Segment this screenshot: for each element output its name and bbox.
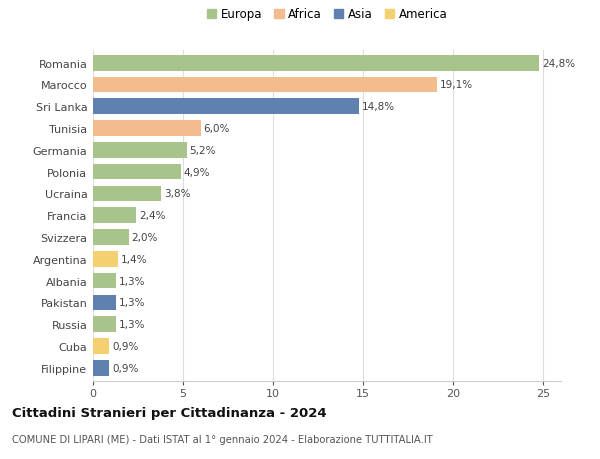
Bar <box>93 273 116 289</box>
Text: 1,3%: 1,3% <box>119 298 146 308</box>
Text: 0,9%: 0,9% <box>112 341 138 351</box>
Bar <box>93 317 116 332</box>
Bar <box>93 186 161 202</box>
Text: 6,0%: 6,0% <box>204 124 230 134</box>
Text: COMUNE DI LIPARI (ME) - Dati ISTAT al 1° gennaio 2024 - Elaborazione TUTTITALIA.: COMUNE DI LIPARI (ME) - Dati ISTAT al 1°… <box>12 434 433 444</box>
Bar <box>93 99 359 115</box>
Bar <box>93 121 201 137</box>
Legend: Europa, Africa, Asia, America: Europa, Africa, Asia, America <box>206 8 448 22</box>
Text: 2,0%: 2,0% <box>132 232 158 242</box>
Bar <box>93 252 118 267</box>
Bar <box>93 164 181 180</box>
Text: 3,8%: 3,8% <box>164 189 191 199</box>
Text: 1,3%: 1,3% <box>119 276 146 286</box>
Bar <box>93 143 187 158</box>
Text: 4,9%: 4,9% <box>184 167 211 177</box>
Text: 14,8%: 14,8% <box>362 102 395 112</box>
Bar <box>93 338 109 354</box>
Bar <box>93 208 136 224</box>
Text: 5,2%: 5,2% <box>190 146 216 156</box>
Bar <box>93 360 109 376</box>
Text: 1,3%: 1,3% <box>119 319 146 330</box>
Text: 24,8%: 24,8% <box>542 59 575 68</box>
Bar <box>93 56 539 71</box>
Bar <box>93 78 437 93</box>
Text: 2,4%: 2,4% <box>139 211 166 221</box>
Bar <box>93 230 129 245</box>
Text: 1,4%: 1,4% <box>121 254 148 264</box>
Bar <box>93 295 116 311</box>
Text: Cittadini Stranieri per Cittadinanza - 2024: Cittadini Stranieri per Cittadinanza - 2… <box>12 406 326 419</box>
Text: 0,9%: 0,9% <box>112 363 138 373</box>
Text: 19,1%: 19,1% <box>439 80 473 90</box>
